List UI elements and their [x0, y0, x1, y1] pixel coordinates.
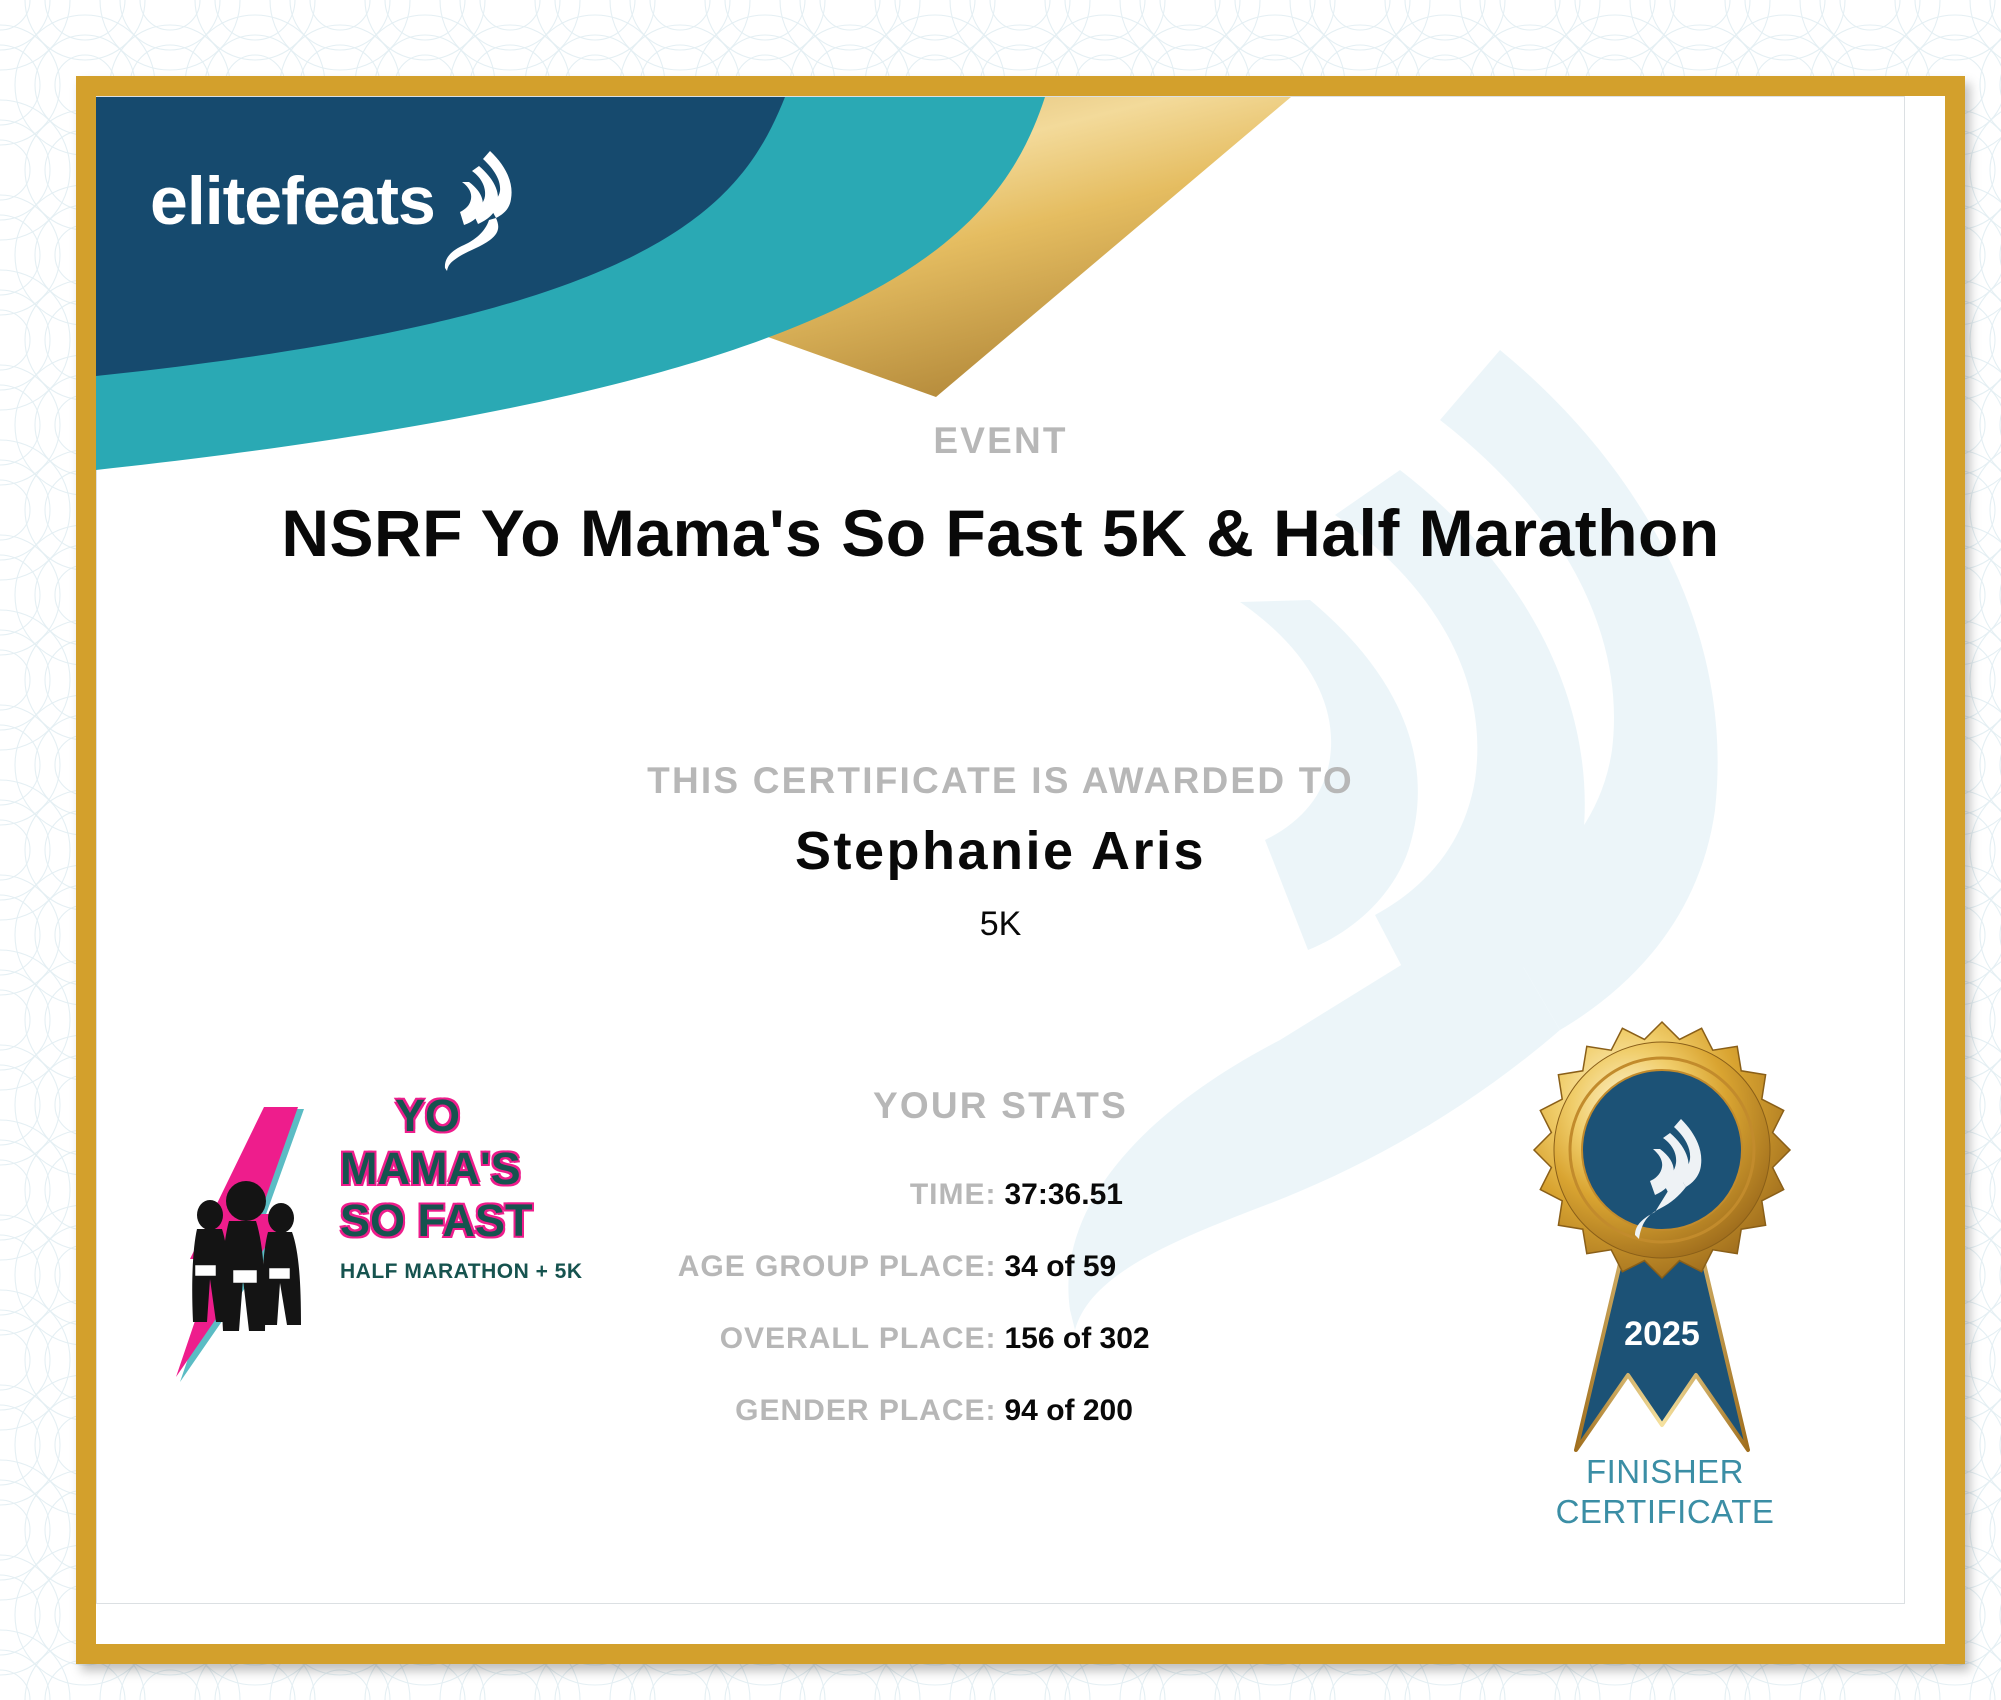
svg-text:2025: 2025 [1624, 1315, 1700, 1353]
